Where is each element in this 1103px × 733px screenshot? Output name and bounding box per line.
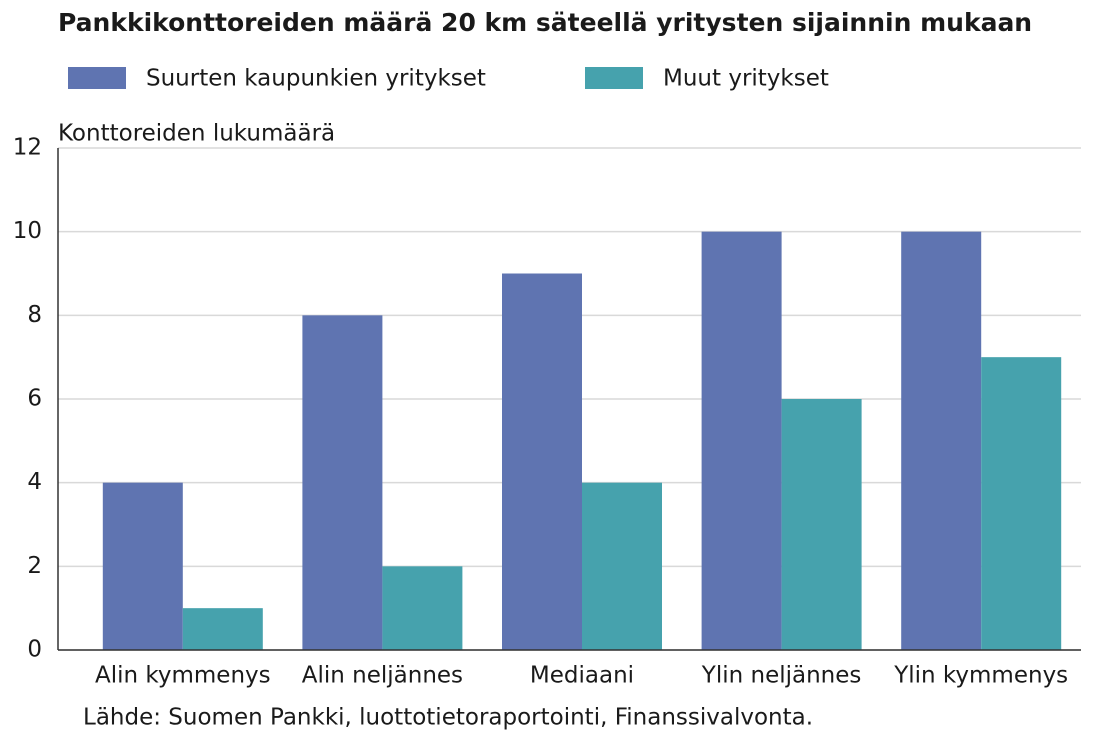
legend-swatch (585, 67, 643, 89)
chart-title: Pankkikonttoreiden määrä 20 km säteellä … (58, 8, 1032, 37)
y-tick-label: 10 (13, 218, 42, 244)
bar (102, 482, 183, 650)
bar (182, 608, 263, 650)
x-tick-label: Ylin neljännes (701, 663, 862, 689)
legend-label: Muut yritykset (663, 66, 829, 92)
y-tick-label: 12 (13, 135, 42, 161)
bar (302, 315, 383, 650)
y-axis-label: Konttoreiden lukumäärä (58, 121, 335, 147)
x-tick-label: Alin neljännes (302, 663, 463, 689)
bar (502, 273, 582, 650)
bar (981, 357, 1062, 650)
source: Lähde: Suomen Pankki, luottotietoraporto… (83, 705, 813, 731)
x-tick-label: Mediaani (530, 663, 634, 689)
legend-swatch (68, 67, 126, 89)
y-tick-label: 2 (27, 553, 42, 579)
y-tick-label: 0 (27, 637, 42, 663)
bar (382, 566, 463, 650)
x-tick-label: Ylin kymmenys (893, 663, 1068, 689)
legend-label: Suurten kaupunkien yritykset (146, 66, 486, 92)
y-tick-label: 6 (27, 386, 42, 412)
x-tick-label: Alin kymmenys (95, 663, 271, 689)
bar (901, 231, 982, 650)
y-tick-label: 8 (27, 302, 42, 328)
y-tick-label: 4 (27, 469, 42, 495)
bar (781, 399, 862, 650)
bar (701, 231, 782, 650)
bar (582, 482, 662, 650)
